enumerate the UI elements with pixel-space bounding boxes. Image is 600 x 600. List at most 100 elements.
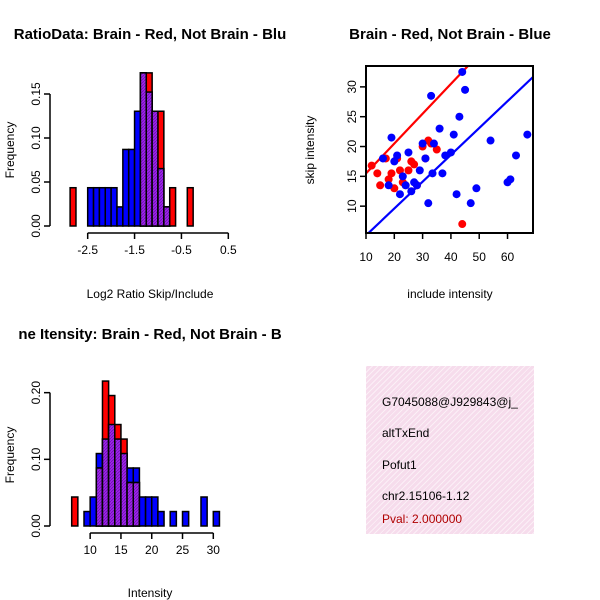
point-not-brain [427,91,436,100]
y-axis-label: Frequency [3,427,17,484]
x-tick-label: 0.5 [220,243,237,257]
x-axis-label: Intensity [128,586,173,600]
x-tick-label: 20 [145,543,159,557]
plot-frame [365,65,534,234]
point-not-brain [452,190,461,199]
point-brain [376,181,385,190]
x-axis-label: include intensity [407,287,492,301]
point-not-brain [398,172,407,181]
point-not-brain [384,181,393,190]
bar-not-brain [98,186,107,227]
point-not-brain [455,112,464,121]
y-tick-label: 25 [345,110,359,124]
bar-not-brain [212,510,221,527]
bar-not-brain [122,148,130,227]
chart-title: ne Itensity: Brain - Red, Not Brain - B [18,326,282,343]
x-tick-label: 15 [114,543,128,557]
bar-not-brain [110,186,118,227]
chart-title: RatioData: Brain - Red, Not Brain - Blu [14,26,287,43]
bar-brain [69,186,77,227]
y-tick-label: 0.10 [29,126,43,150]
point-not-brain [458,67,467,76]
panel-scatter: Brain - Red, Not Brain - Blue 10 15 20 25 30… [303,26,551,301]
point-not-brain [424,199,433,208]
info-line-pval: Pval: 2.000000 [382,512,463,526]
point-not-brain [461,85,470,94]
x-tick-label: 30 [207,543,221,557]
point-brain [387,169,396,178]
panel-ratio-histogram: RatioData: Brain - Red, Not Brain - Blu … [3,26,286,301]
bar-overlap [114,438,122,527]
point-not-brain [395,190,404,199]
bar-overlap [120,452,128,527]
bar-not-brain [138,496,147,527]
plot-area [365,65,534,234]
bar-not-brain [89,496,98,527]
bar-overlap [151,110,159,227]
bar-brain [168,186,177,227]
bar-brain [70,496,79,527]
x-axis: -2.5 -1.5 -0.5 0.5 [77,232,237,257]
info-panel: G7045088@J929843@j_ altTxEnd Pofut1 chr2… [366,366,534,534]
bar-brain [186,186,194,227]
y-axis-label: Frequency [3,122,17,179]
x-tick-label: -0.5 [171,243,192,257]
y-tick-label: 30 [345,80,359,94]
point-not-brain [390,157,399,166]
x-tick-label: 40 [444,250,458,264]
point-brain [395,166,404,175]
x-tick-label: 10 [83,543,97,557]
point-not-brain [378,154,387,163]
info-line-location: chr2.15106-1.12 [382,489,470,503]
bar-not-brain [181,510,190,527]
point-not-brain [512,151,521,160]
bar-not-brain [83,510,91,527]
point-not-brain [404,148,413,157]
x-axis: 10 20 30 40 50 60 [359,233,515,264]
point-brain [384,175,393,184]
bar-not-brain [116,206,124,227]
bar-overlap [107,423,116,527]
point-not-brain [421,154,430,163]
y-tick-label: 0.05 [29,170,43,194]
point-brain [373,169,382,178]
point-brain [404,166,413,175]
point-not-brain [428,169,437,178]
point-not-brain [523,130,532,139]
y-tick-label: 0.15 [29,82,43,106]
point-not-brain [429,139,438,148]
point-not-brain [449,130,458,139]
bars [70,380,221,527]
bars [69,72,194,227]
bar-overlap [145,91,153,227]
bar-not-brain [104,186,112,227]
bar-overlap [126,481,135,527]
x-axis: 10 15 20 25 30 [83,532,221,557]
x-tick-label: 25 [176,543,190,557]
fit-line-brain [366,66,470,175]
point-not-brain [401,181,410,190]
point-not-brain [466,199,475,208]
x-tick-label: -2.5 [77,243,98,257]
bar-not-brain [144,496,153,527]
bar-overlap [101,438,110,527]
bar-overlap [163,206,171,227]
bar-not-brain [133,110,142,227]
bar-not-brain [200,496,208,527]
x-tick-label: 60 [501,250,515,264]
y-tick-label: 15 [345,169,359,183]
y-tick-label: 0.00 [29,214,43,238]
chart-title: Brain - Red, Not Brain - Blue [349,26,551,43]
scatter-content [366,66,533,233]
point-not-brain [486,136,495,145]
info-line-gene: Pofut1 [382,458,417,472]
y-tick-label: 0.20 [29,381,43,405]
x-tick-label: 20 [388,250,402,264]
bar-not-brain [127,148,136,227]
point-not-brain [415,166,424,175]
bar-not-brain [92,186,101,227]
point-not-brain [387,133,396,142]
bar-overlap [132,481,141,527]
point-not-brain [446,148,455,157]
